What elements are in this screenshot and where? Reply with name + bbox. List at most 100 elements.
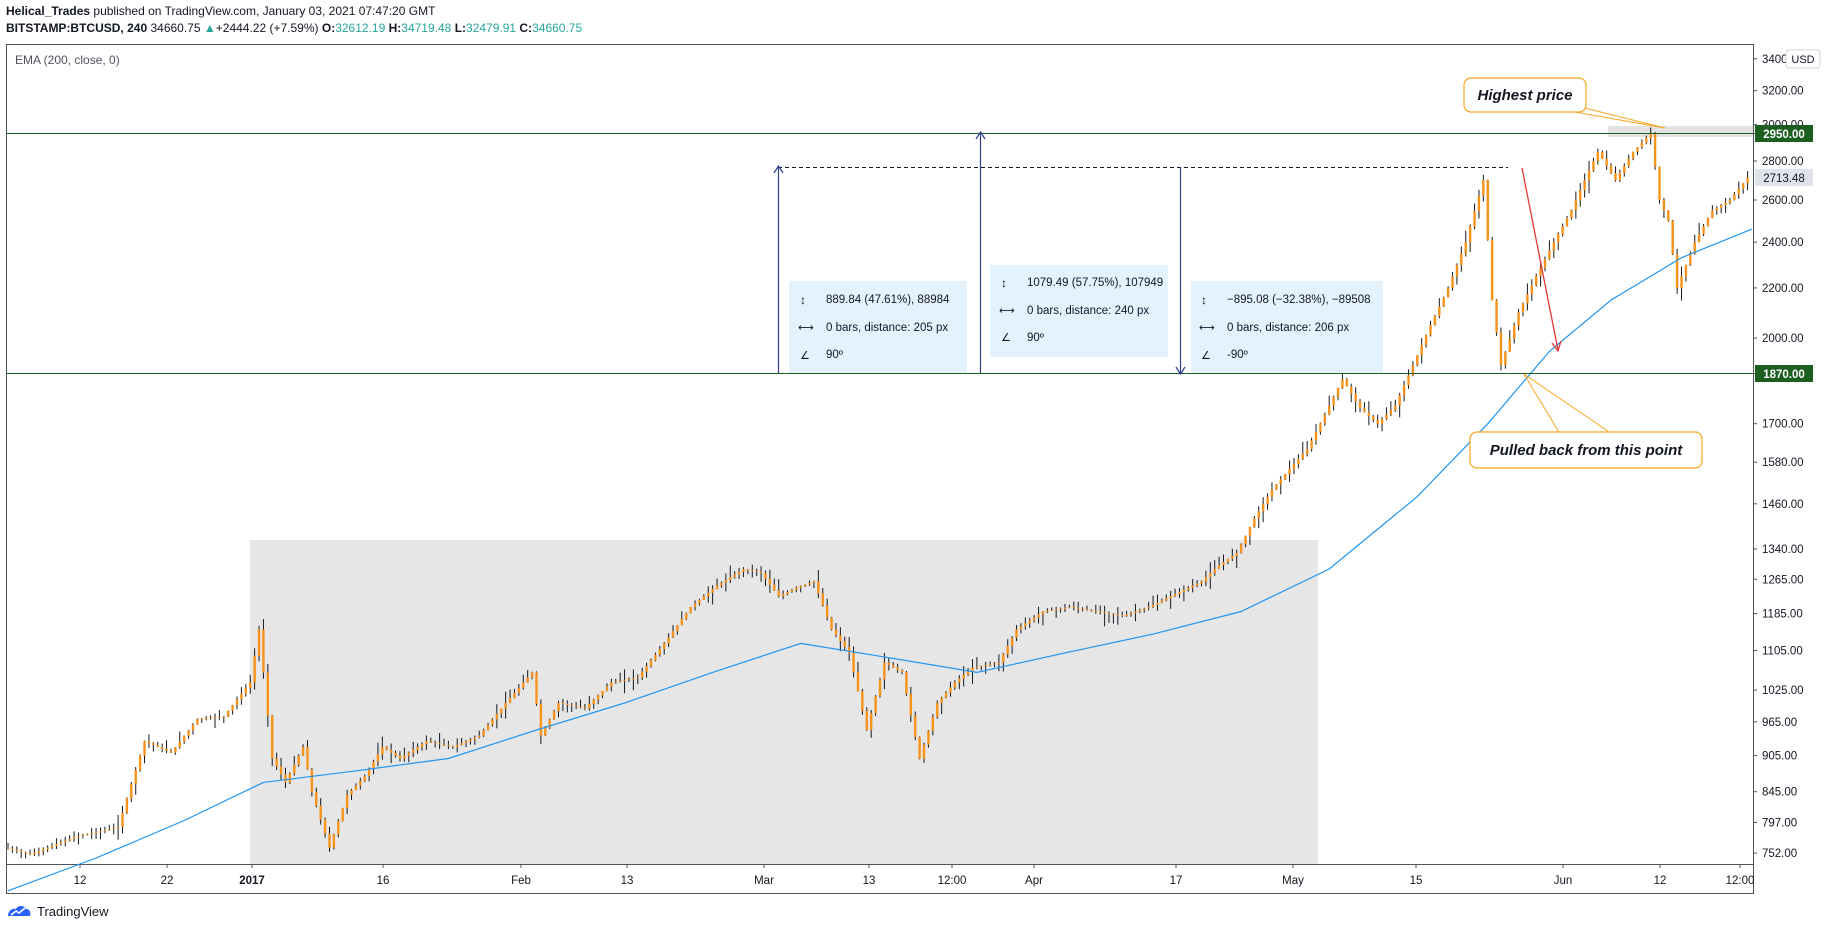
candle <box>1165 594 1168 602</box>
indicator-label[interactable]: EMA (200, close, 0) <box>15 53 120 67</box>
candle <box>768 569 772 593</box>
candle <box>799 585 802 593</box>
candle <box>11 846 14 853</box>
candle <box>574 702 578 710</box>
footer-brand[interactable]: TradingView <box>6 903 109 919</box>
candle <box>825 598 829 621</box>
candle <box>839 627 842 652</box>
candle <box>42 847 45 856</box>
candle <box>997 654 1001 672</box>
candle <box>1539 261 1542 287</box>
candle <box>376 742 380 767</box>
candle <box>1187 585 1190 592</box>
highest-price-callout[interactable]: Highest price <box>1463 77 1666 129</box>
symbol-label[interactable]: BITSTAMP:BTCUSD, 240 <box>6 21 148 35</box>
candle <box>1103 605 1106 627</box>
candle <box>191 723 195 735</box>
candle <box>548 718 551 730</box>
currency-button[interactable]: USD <box>1785 49 1821 69</box>
x-tick: 2017 <box>239 864 265 887</box>
candle <box>1041 611 1045 626</box>
red-trend-arrow[interactable] <box>1521 167 1562 353</box>
candle <box>1711 205 1714 219</box>
candle <box>1275 484 1278 490</box>
candle <box>315 787 318 808</box>
ema-line[interactable] <box>7 228 1753 892</box>
candle <box>341 807 344 822</box>
candle <box>1372 414 1375 423</box>
candle <box>874 695 877 716</box>
x-tick: 12 <box>74 864 87 887</box>
x-tick-label: 12 <box>74 875 87 887</box>
candle <box>1292 457 1296 475</box>
candle <box>420 742 424 751</box>
measure-box-2[interactable]: ↕ 1079.49 (57.75%), 107949 ⟷ 0 bars, dis… <box>990 265 1168 357</box>
candle <box>1565 215 1569 227</box>
candle <box>1482 174 1485 202</box>
candle <box>1191 578 1194 593</box>
measure-1-value: 889.84 (47.61%), 88984 <box>826 294 950 306</box>
pullback-callout[interactable]: Pulled back from this point <box>1469 373 1703 469</box>
candle <box>1266 493 1269 510</box>
time-axis[interactable]: 12 22 2017 16 Feb 13 Mar 13 12:00 Apr 17 May 15 Jun 12… <box>74 864 1755 887</box>
candle <box>1649 127 1652 145</box>
candle <box>1702 224 1705 237</box>
candle <box>1579 183 1582 207</box>
measure-2-arrows-icon: ↕ <box>1001 276 1007 290</box>
candle <box>1323 412 1327 426</box>
pullback-text: Pulled back from this point <box>1490 442 1684 459</box>
candle <box>1314 423 1318 445</box>
ohlc-line: BITSTAMP:BTCUSD, 240 34660.75 ▲+2444.22 … <box>6 20 582 37</box>
candle <box>456 738 459 753</box>
candle <box>1297 454 1300 469</box>
y-tick: 752.00 <box>1753 848 1797 860</box>
consolidation-box[interactable] <box>250 540 1318 864</box>
candle <box>1248 526 1252 546</box>
candle <box>1363 402 1366 413</box>
y-tick: 965.00 <box>1753 717 1797 729</box>
candle <box>1693 234 1696 255</box>
candle <box>160 743 164 753</box>
candle <box>1200 580 1203 587</box>
author-link[interactable]: Helical_Trades <box>6 4 91 18</box>
y-tick: 2000.00 <box>1753 333 1804 345</box>
candle <box>491 718 494 727</box>
candle <box>610 678 613 692</box>
candle <box>1411 361 1415 377</box>
candle <box>1605 150 1608 170</box>
candle <box>1733 191 1736 201</box>
candle <box>1288 460 1291 482</box>
y-tick: 3200.00 <box>1753 86 1804 98</box>
candle <box>504 691 507 719</box>
candle <box>808 580 811 586</box>
candle <box>1517 308 1520 331</box>
y-tick-label: 1265.00 <box>1762 574 1804 586</box>
candle <box>112 823 115 835</box>
y-tick-label: 1460.00 <box>1762 499 1804 511</box>
candle <box>1640 139 1644 149</box>
resistance-price-label: 2950.00 <box>1755 125 1813 142</box>
y-tick: 1580.00 <box>1753 457 1804 469</box>
candle <box>654 652 657 662</box>
candle <box>1301 441 1304 461</box>
candle <box>204 716 208 721</box>
candle <box>596 694 600 705</box>
candle <box>37 847 41 857</box>
candle <box>451 745 455 749</box>
candle <box>1222 554 1225 571</box>
candle <box>1442 296 1445 308</box>
candle <box>337 818 340 838</box>
candle <box>33 848 36 857</box>
candle <box>15 846 19 854</box>
measure-box-3[interactable]: ↕ −895.08 (−32.38%), −89508 ⟷ 0 bars, di… <box>1191 281 1383 373</box>
x-tick: Mar <box>754 864 774 887</box>
y-tick: 1185.00 <box>1753 609 1803 621</box>
candle <box>530 671 534 680</box>
measure-box-1[interactable]: ↕ 889.84 (47.61%), 88984 ⟷ 0 bars, dista… <box>789 281 967 373</box>
candle <box>486 722 490 731</box>
y-tick: 2200.00 <box>1753 283 1804 295</box>
candle <box>940 696 943 715</box>
candle <box>1512 322 1516 344</box>
candle <box>231 704 234 715</box>
